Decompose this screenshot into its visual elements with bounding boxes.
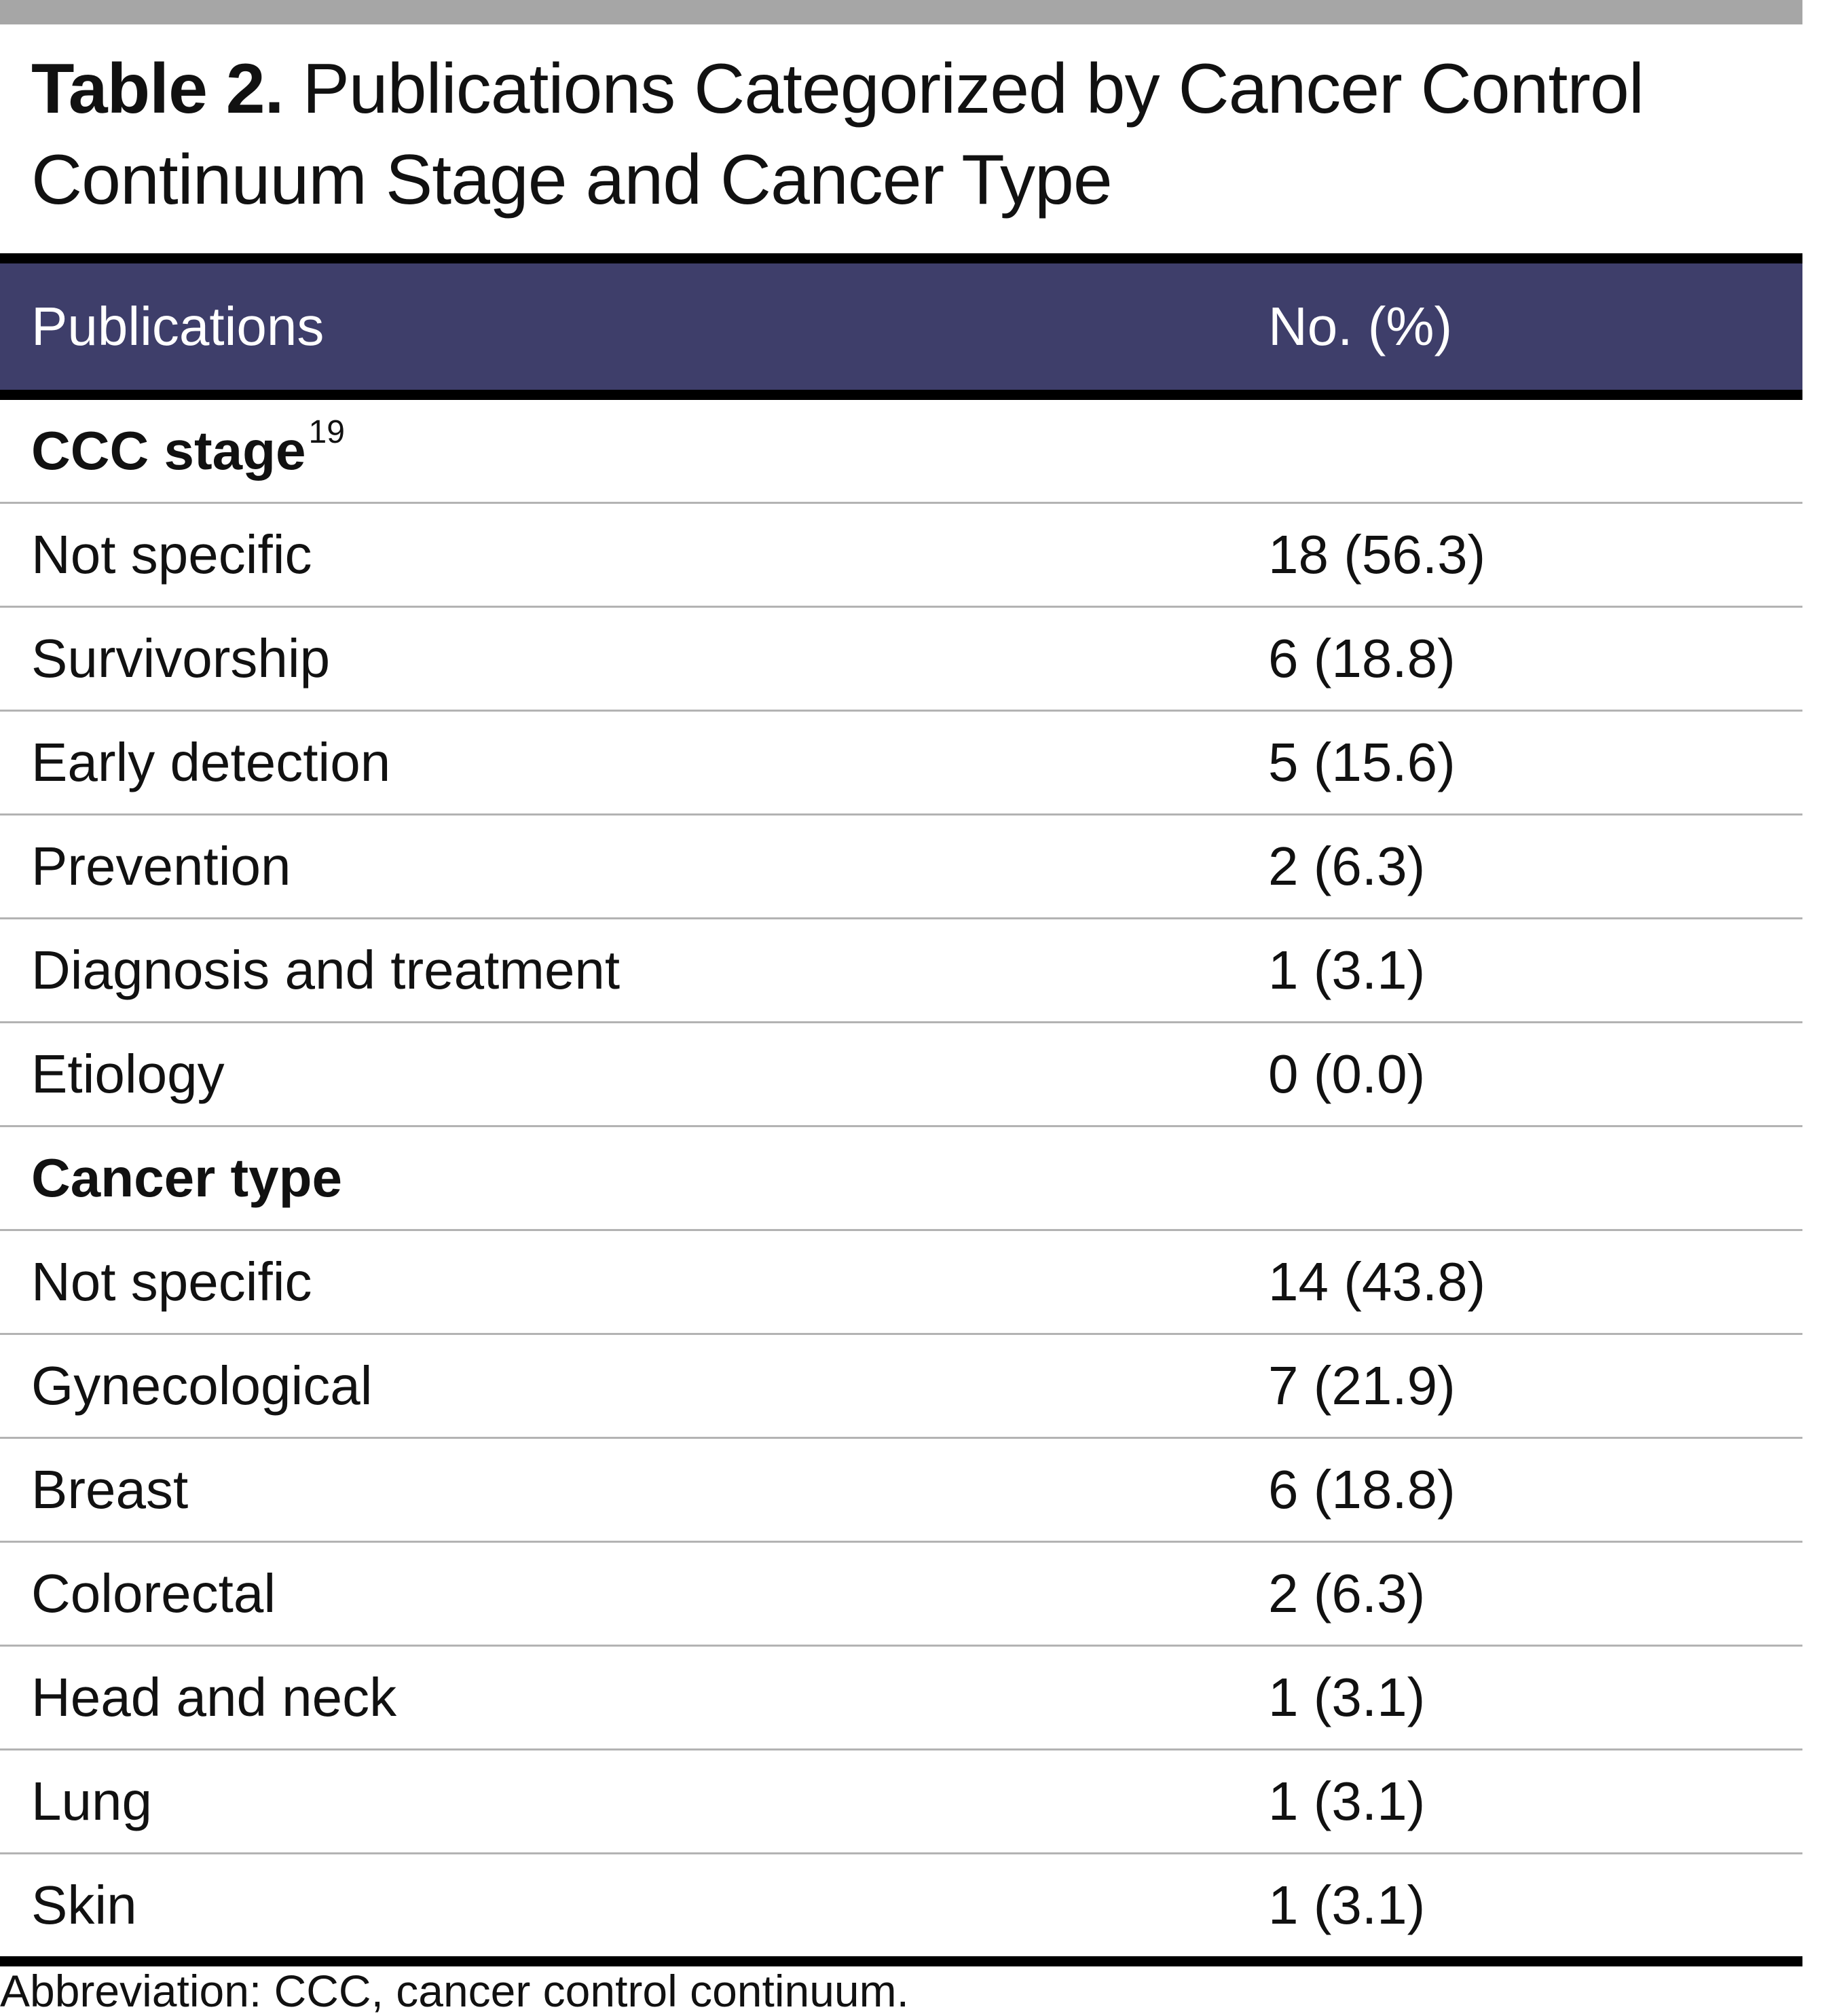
row-value: 18 (56.3) (1268, 524, 1486, 585)
table-row: Not specific 14 (43.8) (0, 1231, 1802, 1335)
row-label: Not specific (31, 1251, 312, 1312)
row-label: Breast (31, 1459, 189, 1520)
section-heading: CCC stage 19 (31, 400, 345, 502)
publications-table: Publications No. (%) CCC stage 19 Not spe… (0, 253, 1802, 1966)
row-value: 6 (18.8) (1268, 1459, 1456, 1520)
row-label: Survivorship (31, 628, 331, 689)
row-value: 2 (6.3) (1268, 1563, 1426, 1624)
row-value: 14 (43.8) (1268, 1251, 1486, 1312)
table-title-text: Publications Categorized by Cancer Contr… (31, 50, 1644, 219)
row-value: 1 (3.1) (1268, 1875, 1426, 1935)
row-value: 0 (0.0) (1268, 1044, 1426, 1104)
section-heading-text: Cancer type (31, 1148, 342, 1208)
row-value: 6 (18.8) (1268, 628, 1456, 689)
row-label: Lung (31, 1771, 152, 1831)
row-label: Skin (31, 1875, 137, 1935)
row-label: Prevention (31, 836, 291, 896)
section-row-cancer-type: Cancer type (0, 1127, 1802, 1231)
row-label: Etiology (31, 1044, 225, 1104)
row-label: Colorectal (31, 1563, 276, 1624)
table-row: Gynecological 7 (21.9) (0, 1335, 1802, 1439)
table-footnote: Abbreviation: CCC, cancer control contin… (0, 1966, 909, 2016)
section-heading-text: CCC stage (31, 420, 306, 481)
row-value: 1 (3.1) (1268, 940, 1426, 1000)
table-row: Etiology 0 (0.0) (0, 1023, 1802, 1127)
row-label: Not specific (31, 524, 312, 585)
row-label: Head and neck (31, 1667, 397, 1727)
table-row: Colorectal 2 (6.3) (0, 1543, 1802, 1647)
section-heading-superscript: 19 (308, 414, 345, 450)
table-row: Head and neck 1 (3.1) (0, 1647, 1802, 1751)
row-label: Gynecological (31, 1355, 373, 1416)
header-publications: Publications (31, 296, 325, 356)
row-value: 1 (3.1) (1268, 1667, 1426, 1727)
section-heading: Cancer type (31, 1127, 342, 1229)
table-row: Not specific 18 (56.3) (0, 504, 1802, 608)
table-row: Breast 6 (18.8) (0, 1439, 1802, 1543)
table-header-row: Publications No. (%) (0, 253, 1802, 400)
row-value: 2 (6.3) (1268, 836, 1426, 896)
table-row: Lung 1 (3.1) (0, 1751, 1802, 1854)
row-label: Diagnosis and treatment (31, 940, 621, 1000)
table-title: Table 2. Publications Categorized by Can… (31, 43, 1796, 225)
table-title-label: Table 2. (31, 50, 284, 128)
top-rule (0, 0, 1802, 24)
table-row: Early detection 5 (15.6) (0, 712, 1802, 815)
row-value: 5 (15.6) (1268, 732, 1456, 792)
row-value: 7 (21.9) (1268, 1355, 1456, 1416)
row-value: 1 (3.1) (1268, 1771, 1426, 1831)
row-label: Early detection (31, 732, 391, 792)
table-row: Skin 1 (3.1) (0, 1854, 1802, 1966)
table-row: Diagnosis and treatment 1 (3.1) (0, 919, 1802, 1023)
section-row-ccc-stage: CCC stage 19 (0, 400, 1802, 504)
table-row: Prevention 2 (6.3) (0, 815, 1802, 919)
header-count: No. (%) (1268, 296, 1453, 356)
table-row: Survivorship 6 (18.8) (0, 608, 1802, 712)
